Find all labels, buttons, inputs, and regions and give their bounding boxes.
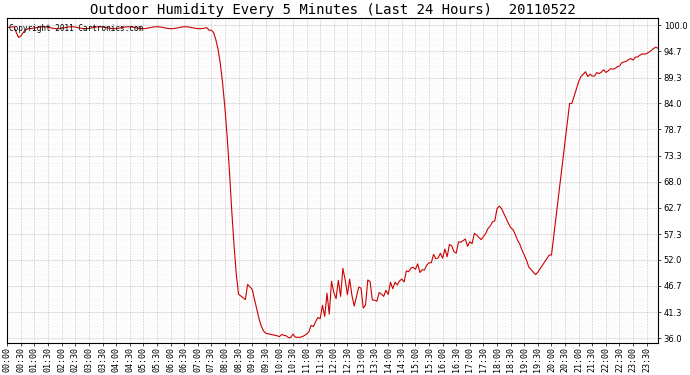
Text: Copyright 2011 Cartronics.com: Copyright 2011 Cartronics.com [8, 24, 143, 33]
Title: Outdoor Humidity Every 5 Minutes (Last 24 Hours)  20110522: Outdoor Humidity Every 5 Minutes (Last 2… [90, 3, 575, 17]
